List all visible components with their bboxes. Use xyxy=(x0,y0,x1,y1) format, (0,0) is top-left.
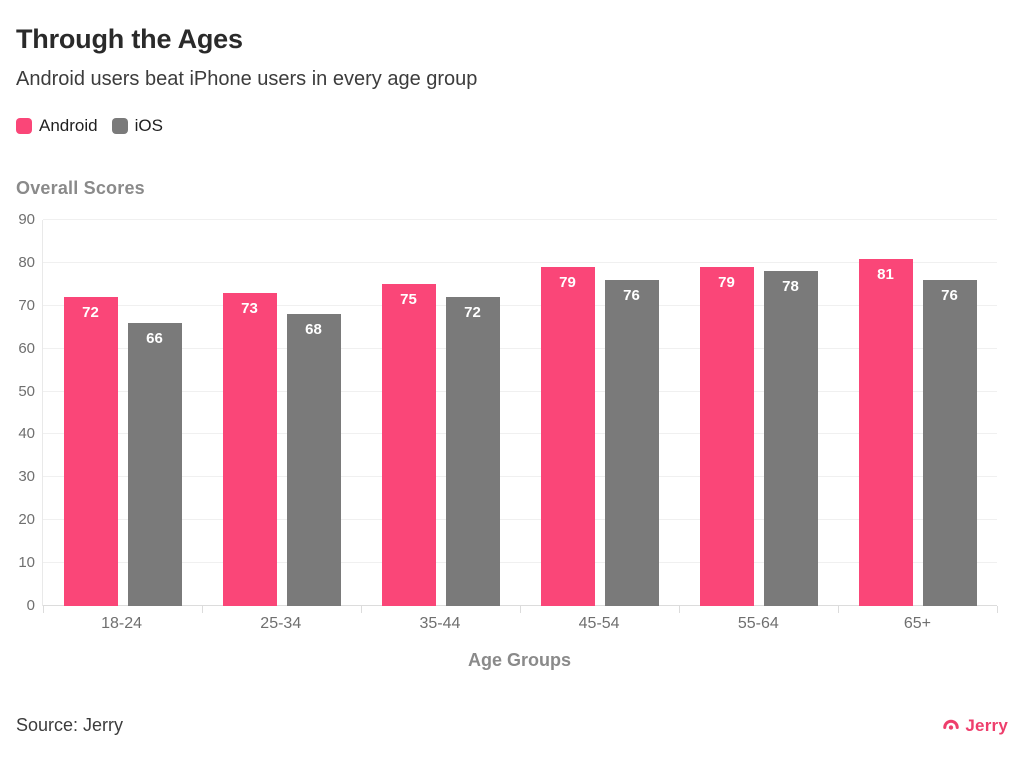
x-axis-tick xyxy=(360,606,362,613)
bar-group-45-54: 79 76 xyxy=(520,220,679,606)
footer: Source: Jerry Jerry xyxy=(16,715,1008,736)
bar-android-55-64: 79 xyxy=(699,267,754,606)
bar-value-label: 73 xyxy=(241,299,258,317)
bar-value-label: 79 xyxy=(718,274,735,292)
bar-ios-18-24: 66 xyxy=(127,322,182,606)
gridline xyxy=(43,562,997,564)
legend-label-ios: iOS xyxy=(134,116,163,135)
android-legend-swatch xyxy=(16,118,32,134)
y-axis-tick-label: 10 xyxy=(18,554,35,572)
x-axis-label-65+: 65+ xyxy=(903,615,932,632)
y-axis-tick-label: 50 xyxy=(18,382,35,400)
bar-value-label: 81 xyxy=(877,265,894,283)
x-axis-label-55-64: 55-64 xyxy=(737,615,779,632)
bar-value-label: 66 xyxy=(146,329,163,347)
gridline xyxy=(43,433,997,435)
bar-group-18-24: 72 66 xyxy=(43,220,202,606)
gridline xyxy=(43,519,997,521)
bar-value-label: 75 xyxy=(400,291,417,309)
x-axis-label-18-24: 18-24 xyxy=(101,615,143,632)
y-axis-tick-label: 30 xyxy=(18,468,35,486)
gridline xyxy=(43,347,997,349)
x-axis-line xyxy=(43,605,997,606)
bar-group-65+: 81 76 xyxy=(838,220,997,606)
x-axis-label-35-44: 35-44 xyxy=(419,615,461,632)
x-axis-tick xyxy=(520,606,521,613)
gridline xyxy=(43,261,997,263)
bar-android-25-34: 73 xyxy=(222,292,277,606)
y-axis-tick-label: 0 xyxy=(26,597,35,614)
x-axis-tick xyxy=(678,606,680,613)
jerry-arc-icon xyxy=(943,719,960,730)
y-axis-tick-label: 60 xyxy=(18,339,35,357)
bar-value-label: 68 xyxy=(305,321,322,339)
bar-android-35-44: 75 xyxy=(381,284,436,606)
ios-legend-swatch xyxy=(111,118,128,134)
brand-logo: Jerry xyxy=(941,716,1008,736)
bar-ios-55-64: 78 xyxy=(763,271,818,606)
page-subtitle: Android users beat iPhone users in every… xyxy=(16,68,478,90)
bar-android-45-54: 79 xyxy=(540,267,595,606)
bar-value-label: 76 xyxy=(941,287,958,305)
bar-group-35-44: 75 72 xyxy=(361,220,520,606)
legend-label-android: Android xyxy=(39,116,98,135)
bar-value-label: 79 xyxy=(559,274,576,292)
y-axis-tick-label: 70 xyxy=(18,296,35,314)
y-axis-tick-label: 20 xyxy=(18,511,35,529)
source-note: Source: Jerry xyxy=(16,715,124,735)
bar-ios-65+: 76 xyxy=(922,280,977,606)
y-axis-tick-label: 80 xyxy=(18,253,35,271)
x-axis-title: Age Groups xyxy=(467,650,571,670)
x-axis-labels: 18-24 25-34 35-44 45-54 55-64 65+ xyxy=(42,615,997,633)
chart-legend: Android iOS xyxy=(16,116,1008,136)
bar-ios-25-34: 68 xyxy=(286,314,341,606)
x-axis-tick xyxy=(997,606,998,613)
bar-ios-45-54: 76 xyxy=(604,280,659,606)
x-axis-label-25-34: 25-34 xyxy=(260,615,302,632)
bar-value-label: 72 xyxy=(82,304,99,322)
y-axis-tick-label: 90 xyxy=(18,211,35,228)
bar-ios-35-44: 72 xyxy=(445,297,500,606)
bar-groups: 72 66 73 68 75 72 79 76 79 78 81 76 xyxy=(43,220,997,606)
chart-title: Overall Scores xyxy=(16,178,145,198)
plot-area: 0 10 20 30 40 50 60 70 80 90 72 66 73 68 75 72 79 76 79 78 8… xyxy=(18,211,998,614)
bar-android-18-24: 72 xyxy=(63,297,118,606)
bar-value-label: 78 xyxy=(782,278,799,296)
x-axis-label-45-54: 45-54 xyxy=(578,615,620,632)
legend-item-ios: iOS xyxy=(111,116,163,136)
x-axis-tick xyxy=(838,606,839,613)
brand-name: Jerry xyxy=(965,715,1008,735)
page-title: Through the Ages xyxy=(16,24,243,54)
bar-group-25-34: 73 68 xyxy=(202,220,361,606)
legend-item-android: Android xyxy=(16,116,98,136)
gridline xyxy=(43,304,997,306)
x-axis-tick xyxy=(43,606,44,613)
bar-value-label: 72 xyxy=(464,304,481,322)
gridline xyxy=(43,390,997,392)
bar-value-label: 76 xyxy=(623,287,640,305)
x-axis-tick xyxy=(201,606,203,613)
y-axis-tick-label: 40 xyxy=(18,425,35,443)
gridline xyxy=(43,476,997,478)
gridline xyxy=(43,219,997,220)
bar-group-55-64: 79 78 xyxy=(679,220,838,606)
bar-android-65+: 81 xyxy=(858,258,913,606)
